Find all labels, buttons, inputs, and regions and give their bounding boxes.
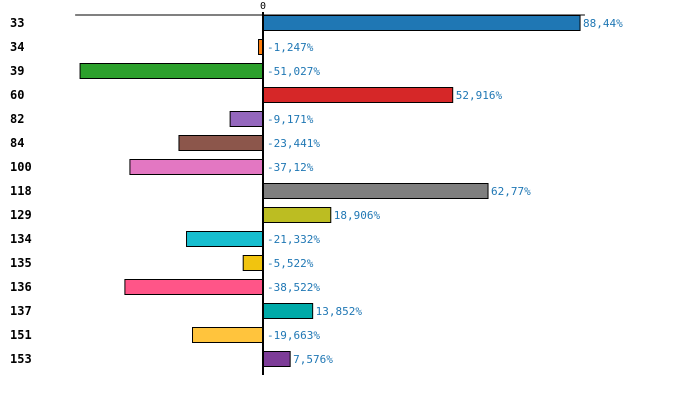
category-label: 34 xyxy=(10,40,24,54)
bar-151 xyxy=(192,327,264,343)
category-label: 153 xyxy=(10,352,32,366)
bar-136 xyxy=(124,279,264,295)
bar-84 xyxy=(178,135,264,151)
category-label: 151 xyxy=(10,328,32,342)
bar-135 xyxy=(242,255,264,271)
data-label: -23,441% xyxy=(267,137,320,150)
bar-82 xyxy=(229,111,264,127)
data-label: 7,576% xyxy=(293,353,333,366)
data-label: 18,906% xyxy=(334,209,381,222)
bar-60 xyxy=(262,87,454,103)
bar-129 xyxy=(262,207,332,223)
category-label: 135 xyxy=(10,256,32,270)
category-label: 39 xyxy=(10,64,24,78)
bar-134 xyxy=(186,231,264,247)
category-label: 82 xyxy=(10,112,24,126)
bar-100 xyxy=(129,159,264,175)
data-label: -19,663% xyxy=(267,329,320,342)
category-label: 60 xyxy=(10,88,24,102)
bar-33 xyxy=(262,15,581,31)
bar-118 xyxy=(262,183,489,199)
data-label: 52,916% xyxy=(456,89,503,102)
data-label: 88,44% xyxy=(583,17,623,30)
data-label: 62,77% xyxy=(491,185,531,198)
category-label: 134 xyxy=(10,232,32,246)
data-label: -21,332% xyxy=(267,233,320,246)
category-label: 129 xyxy=(10,208,32,222)
data-label: -37,12% xyxy=(267,161,314,174)
data-label: -38,522% xyxy=(267,281,320,294)
x-tick-label: 0 xyxy=(260,1,266,12)
data-label: -51,027% xyxy=(267,65,320,78)
data-label: -1,247% xyxy=(267,41,314,54)
category-label: 84 xyxy=(10,136,24,150)
category-label: 136 xyxy=(10,280,32,294)
bar-39 xyxy=(79,63,264,79)
category-label: 137 xyxy=(10,304,32,318)
data-label: -5,522% xyxy=(267,257,314,270)
category-label: 118 xyxy=(10,184,32,198)
data-label: -9,171% xyxy=(267,113,314,126)
bar-137 xyxy=(262,303,314,319)
data-label: 13,852% xyxy=(316,305,363,318)
category-label: 100 xyxy=(10,160,32,174)
bar-153 xyxy=(262,351,291,367)
category-label: 33 xyxy=(10,16,24,30)
